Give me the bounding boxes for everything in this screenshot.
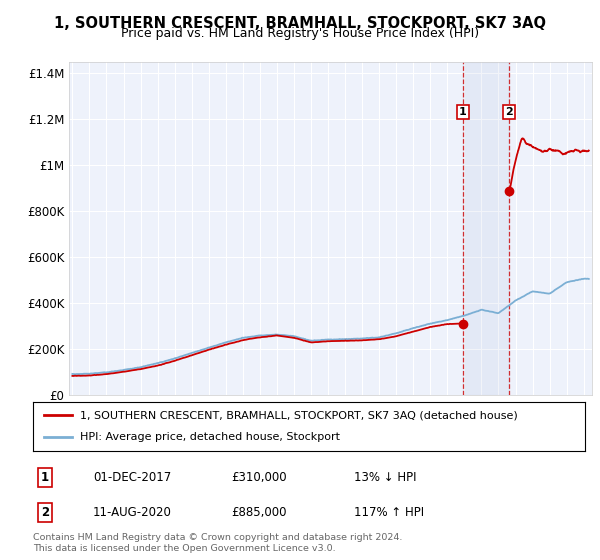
- Text: £885,000: £885,000: [231, 506, 287, 519]
- Text: 1: 1: [459, 107, 467, 117]
- Text: £310,000: £310,000: [231, 470, 287, 484]
- Text: 2: 2: [505, 107, 513, 117]
- Text: Price paid vs. HM Land Registry's House Price Index (HPI): Price paid vs. HM Land Registry's House …: [121, 27, 479, 40]
- Text: 01-DEC-2017: 01-DEC-2017: [93, 470, 171, 484]
- Text: 117% ↑ HPI: 117% ↑ HPI: [354, 506, 424, 519]
- Text: 13% ↓ HPI: 13% ↓ HPI: [354, 470, 416, 484]
- Bar: [463, 62, 509, 395]
- Text: 2: 2: [41, 506, 49, 519]
- Text: 1: 1: [41, 470, 49, 484]
- Text: HPI: Average price, detached house, Stockport: HPI: Average price, detached house, Stoc…: [80, 432, 340, 442]
- Text: 11-AUG-2020: 11-AUG-2020: [93, 506, 172, 519]
- Text: Contains HM Land Registry data © Crown copyright and database right 2024.
This d: Contains HM Land Registry data © Crown c…: [33, 533, 403, 553]
- Text: 1, SOUTHERN CRESCENT, BRAMHALL, STOCKPORT, SK7 3AQ (detached house): 1, SOUTHERN CRESCENT, BRAMHALL, STOCKPOR…: [80, 410, 518, 421]
- Text: 1, SOUTHERN CRESCENT, BRAMHALL, STOCKPORT, SK7 3AQ: 1, SOUTHERN CRESCENT, BRAMHALL, STOCKPOR…: [54, 16, 546, 31]
